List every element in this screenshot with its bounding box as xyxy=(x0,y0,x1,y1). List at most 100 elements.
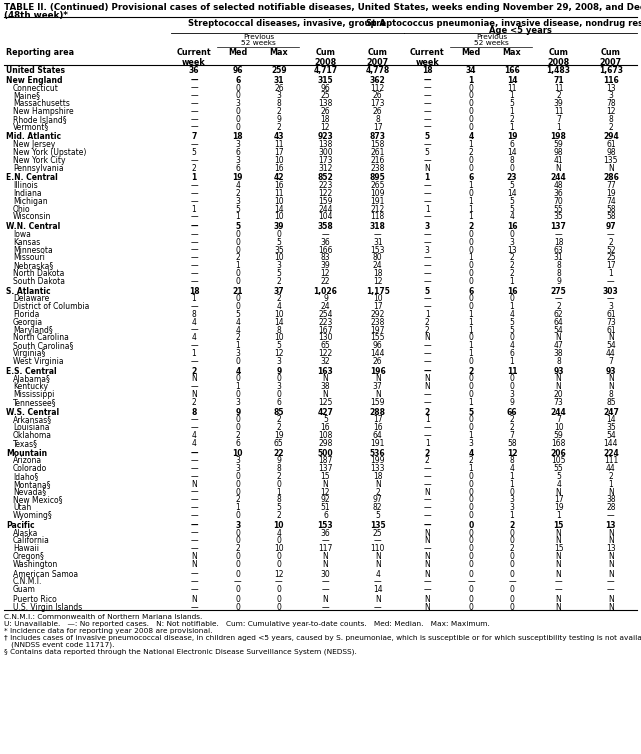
Text: 26: 26 xyxy=(373,357,383,366)
Text: 125: 125 xyxy=(319,398,333,407)
Text: 138: 138 xyxy=(319,140,333,149)
Text: 12: 12 xyxy=(274,349,283,358)
Text: 1: 1 xyxy=(235,261,240,270)
Text: 0: 0 xyxy=(469,472,474,481)
Text: Arizona: Arizona xyxy=(13,456,42,465)
Text: —: — xyxy=(423,91,431,100)
Text: 1: 1 xyxy=(469,140,473,149)
Text: 48: 48 xyxy=(554,181,563,190)
Text: —: — xyxy=(374,536,381,545)
Text: 2: 2 xyxy=(376,488,380,497)
Text: 38: 38 xyxy=(554,349,563,358)
Text: 2: 2 xyxy=(425,326,429,335)
Text: 10: 10 xyxy=(274,310,283,319)
Text: (48th week)*: (48th week)* xyxy=(4,11,68,20)
Text: 2: 2 xyxy=(235,333,240,342)
Text: 22: 22 xyxy=(320,277,330,286)
Text: —: — xyxy=(190,578,198,587)
Text: 35: 35 xyxy=(554,213,563,222)
Text: 0: 0 xyxy=(276,602,281,611)
Text: 0: 0 xyxy=(469,302,474,311)
Text: —: — xyxy=(423,342,431,350)
Text: 259: 259 xyxy=(271,66,287,75)
Text: 0: 0 xyxy=(469,107,474,116)
Text: 0: 0 xyxy=(235,423,240,432)
Text: 111: 111 xyxy=(604,456,618,465)
Text: 0: 0 xyxy=(469,602,474,611)
Text: 0: 0 xyxy=(469,357,474,366)
Text: 0: 0 xyxy=(235,552,240,561)
Text: 19: 19 xyxy=(554,503,563,512)
Text: 0: 0 xyxy=(235,585,240,594)
Text: —: — xyxy=(190,197,198,206)
Text: —: — xyxy=(190,544,198,553)
Text: 58: 58 xyxy=(606,213,615,222)
Text: 104: 104 xyxy=(318,213,333,222)
Text: 19: 19 xyxy=(233,173,243,182)
Text: —: — xyxy=(374,230,381,239)
Text: N: N xyxy=(608,375,613,383)
Text: 63: 63 xyxy=(554,246,563,255)
Text: 24: 24 xyxy=(320,302,330,311)
Text: N: N xyxy=(608,602,613,611)
Text: 24: 24 xyxy=(373,261,383,270)
Text: 110: 110 xyxy=(370,544,385,553)
Text: 5: 5 xyxy=(375,511,380,520)
Text: 206: 206 xyxy=(551,449,567,458)
Text: 11: 11 xyxy=(274,189,283,198)
Text: 83: 83 xyxy=(320,253,330,262)
Text: Alaska: Alaska xyxy=(13,529,38,538)
Text: 11: 11 xyxy=(554,84,563,93)
Text: Minnesota: Minnesota xyxy=(13,246,53,255)
Text: 315: 315 xyxy=(318,76,333,84)
Text: —: — xyxy=(190,495,198,504)
Text: —: — xyxy=(190,107,198,116)
Text: Max: Max xyxy=(269,48,288,57)
Text: 1: 1 xyxy=(424,173,430,182)
Text: Age <5 years: Age <5 years xyxy=(489,26,552,35)
Text: 112: 112 xyxy=(370,84,385,93)
Text: 4: 4 xyxy=(375,569,380,578)
Text: 6: 6 xyxy=(235,164,240,173)
Text: 0: 0 xyxy=(469,382,474,391)
Text: 2: 2 xyxy=(424,408,430,417)
Text: 2: 2 xyxy=(235,495,240,504)
Text: —: — xyxy=(322,536,329,545)
Text: —: — xyxy=(322,230,329,239)
Text: 292: 292 xyxy=(370,310,385,319)
Text: New Jersey: New Jersey xyxy=(13,140,55,149)
Text: 13: 13 xyxy=(606,521,616,530)
Text: E.N. Central: E.N. Central xyxy=(6,173,58,182)
Text: —: — xyxy=(423,480,431,489)
Text: 0: 0 xyxy=(510,164,514,173)
Text: 1,673: 1,673 xyxy=(599,66,623,75)
Text: N: N xyxy=(608,382,613,391)
Text: 0: 0 xyxy=(276,536,281,545)
Text: 26: 26 xyxy=(320,107,330,116)
Text: Cum
2008: Cum 2008 xyxy=(547,48,570,67)
Text: 238: 238 xyxy=(370,164,385,173)
Text: 2: 2 xyxy=(510,423,514,432)
Text: 6: 6 xyxy=(235,148,240,157)
Text: Indiana: Indiana xyxy=(13,189,42,198)
Text: 11: 11 xyxy=(554,107,563,116)
Text: —: — xyxy=(322,602,329,611)
Text: 1: 1 xyxy=(469,213,473,222)
Text: 0: 0 xyxy=(469,375,474,383)
Text: 52 weeks: 52 weeks xyxy=(241,40,276,46)
Text: 26: 26 xyxy=(274,84,283,93)
Text: —: — xyxy=(423,156,431,165)
Text: 0: 0 xyxy=(276,230,281,239)
Text: 17: 17 xyxy=(554,495,563,504)
Text: Oklahoma: Oklahoma xyxy=(13,431,52,440)
Text: 155: 155 xyxy=(370,333,385,342)
Text: —: — xyxy=(423,357,431,366)
Text: —: — xyxy=(190,189,198,198)
Text: 2: 2 xyxy=(510,115,514,124)
Text: 17: 17 xyxy=(274,148,283,157)
Text: 1: 1 xyxy=(469,317,473,326)
Text: 0: 0 xyxy=(235,488,240,497)
Text: N: N xyxy=(556,559,562,569)
Text: 5: 5 xyxy=(424,287,429,296)
Text: Delaware: Delaware xyxy=(13,294,49,303)
